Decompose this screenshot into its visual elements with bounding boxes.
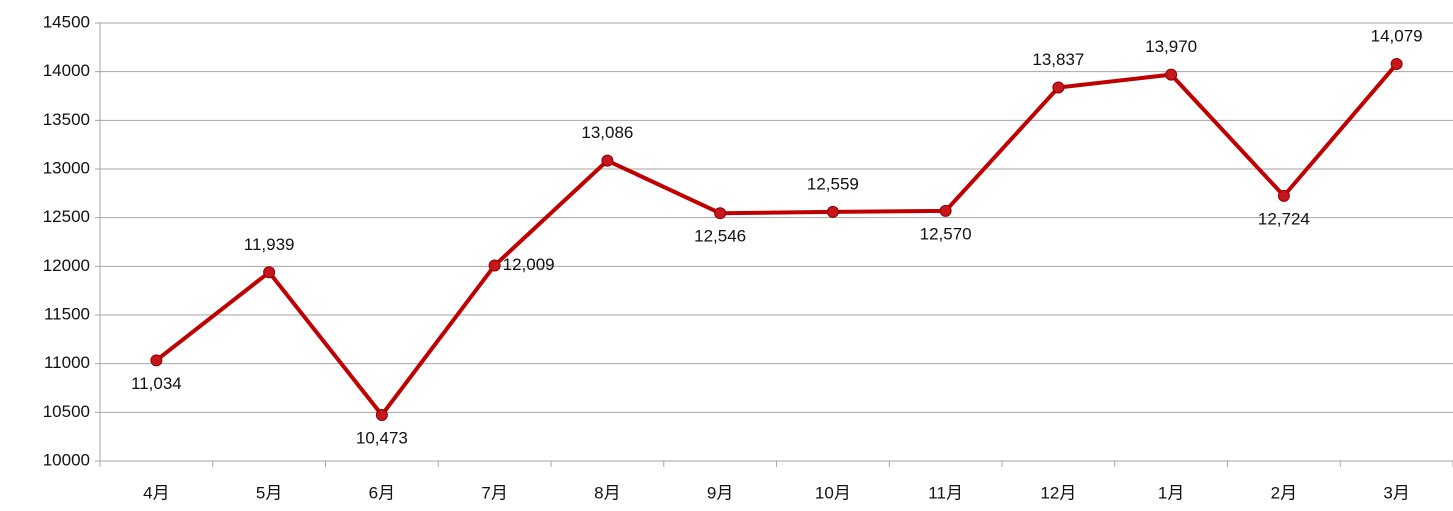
marker <box>1277 189 1290 202</box>
x-tick-label: 11月 <box>928 483 963 502</box>
y-tick-label: 13000 <box>43 158 90 177</box>
marker <box>1052 81 1065 94</box>
marker <box>263 266 276 279</box>
marker <box>601 154 614 167</box>
y-tick-label: 13500 <box>43 110 90 129</box>
marker <box>150 354 163 367</box>
line <box>155 62 1399 417</box>
y-tick-label: 12500 <box>43 207 90 226</box>
x-tick-label: 10月 <box>815 483 851 502</box>
x-tick-label: 3月 <box>1383 483 1409 502</box>
x-tick-label: 2月 <box>1271 483 1297 502</box>
data-label: 12,009 <box>503 255 555 274</box>
marker <box>714 207 727 220</box>
x-tick-label: 8月 <box>594 483 620 502</box>
y-tick-label: 10500 <box>43 402 90 421</box>
x-tick-label: 9月 <box>707 483 733 502</box>
data-label: 11,939 <box>244 235 295 254</box>
marker <box>375 408 388 421</box>
data-label: 12,559 <box>807 174 859 193</box>
x-tick-label: 5月 <box>256 483 282 502</box>
data-label: 12,546 <box>694 227 746 246</box>
marker <box>1390 57 1403 70</box>
data-label: 11,034 <box>131 374 182 393</box>
data-label: 12,570 <box>920 224 972 243</box>
marker <box>1165 68 1178 81</box>
data-label: 13,970 <box>1145 37 1197 56</box>
marker <box>826 205 839 218</box>
y-tick-label: 14000 <box>43 61 90 80</box>
marker <box>939 204 952 217</box>
x-tick-label: 4月 <box>143 483 169 502</box>
y-tick-label: 11000 <box>44 353 90 372</box>
data-label: 10,473 <box>356 428 408 447</box>
x-tick-label: 1月 <box>1158 483 1184 502</box>
marker <box>488 259 501 272</box>
y-tick-label: 12000 <box>43 256 90 275</box>
y-tick-label: 10000 <box>43 450 90 469</box>
data-label: 13,837 <box>1032 50 1084 69</box>
data-label: 14,079 <box>1371 26 1423 45</box>
x-tick-label: 7月 <box>481 483 507 502</box>
y-tick-label: 11500 <box>44 304 90 323</box>
data-label: 12,724 <box>1258 209 1310 228</box>
data-label: 13,086 <box>581 123 633 142</box>
y-tick-label: 14500 <box>43 12 90 31</box>
x-tick-label: 6月 <box>369 483 395 502</box>
x-tick-label: 12月 <box>1040 483 1076 502</box>
